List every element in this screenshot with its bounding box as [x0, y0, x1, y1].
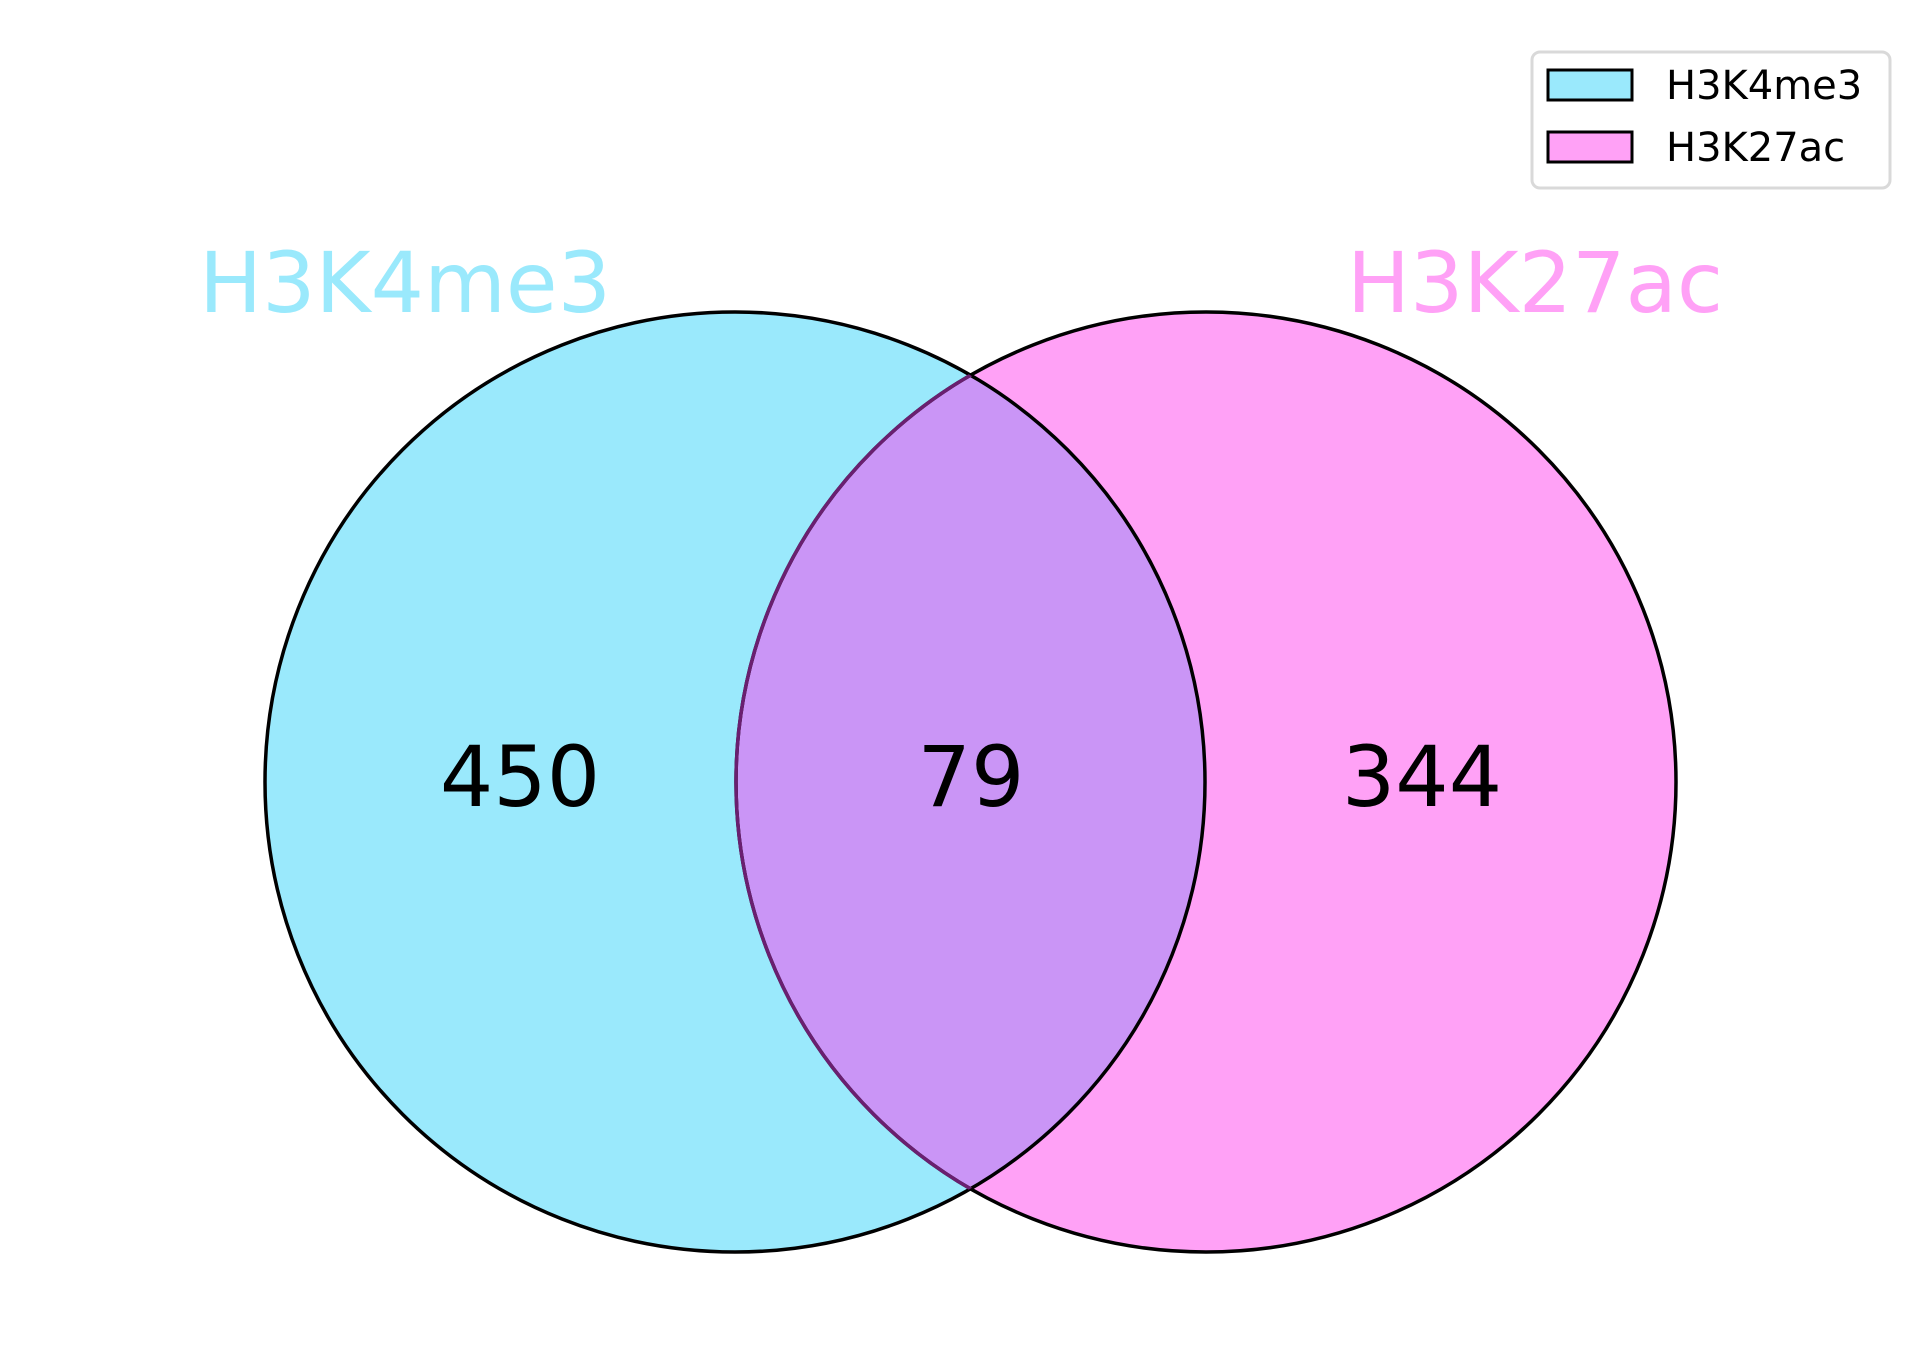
set-label-h3k27ac: H3K27ac: [1347, 234, 1723, 332]
count-intersection: 79: [918, 728, 1025, 826]
legend-label-h3k4me3: H3K4me3: [1666, 63, 1862, 109]
legend-swatch-h3k4me3: [1546, 68, 1634, 102]
legend-label-h3k27ac: H3K27ac: [1666, 125, 1845, 171]
set-label-h3k4me3: H3K4me3: [199, 234, 611, 332]
count-h3k4me3-only: 450: [440, 728, 600, 826]
set-outline-h3k4me3: [263, 310, 1207, 1254]
count-h3k27ac-only: 344: [1342, 728, 1502, 826]
legend: H3K4me3 H3K27ac: [1530, 50, 1892, 190]
intersection-region: [736, 312, 1205, 1252]
legend-swatch-h3k27ac: [1546, 130, 1634, 164]
intersection-outline: [734, 312, 1205, 1252]
